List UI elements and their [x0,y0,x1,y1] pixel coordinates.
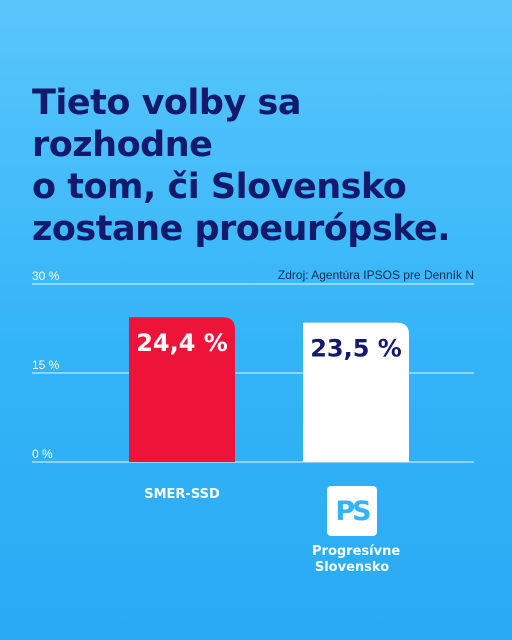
y-tick-label: 0 % [32,447,53,461]
headline: Tieto volby sa rozhodne o tom, či Sloven… [32,82,492,250]
bar-progresivne-slovensko [303,322,409,462]
bars [129,317,409,462]
source-note: Zdroj: Agentúra IPSOS pre Denník N [278,268,474,282]
value-label: 24,4 % [136,329,228,357]
ps-logo-block: PS Progresívne Slovensko [312,486,401,576]
ps-logo-icon: PS [327,486,377,536]
bar-chart: 0 % 15 % 30 % 24,4 % 23,5 % Zdroj: Agentúra… [32,268,474,502]
ps-name-line: Slovensko [314,560,390,575]
headline-line: Tieto volby sa rozhodne [32,83,301,165]
ps-name-line: Progresívne [312,544,401,559]
value-labels: 24,4 % 23,5 % [136,329,402,362]
bar-smer-ssd [129,317,235,462]
ps-logo-letters: PS [335,495,371,527]
headline-line: zostane proeurópske. [32,209,451,249]
headline-line: o tom, či Slovensko [32,167,407,207]
value-label: 23,5 % [310,335,402,363]
y-tick-label: 15 % [32,358,60,372]
y-tick-label: 30 % [32,269,60,283]
category-label-smer-ssd: SMER-SSD [144,487,220,502]
